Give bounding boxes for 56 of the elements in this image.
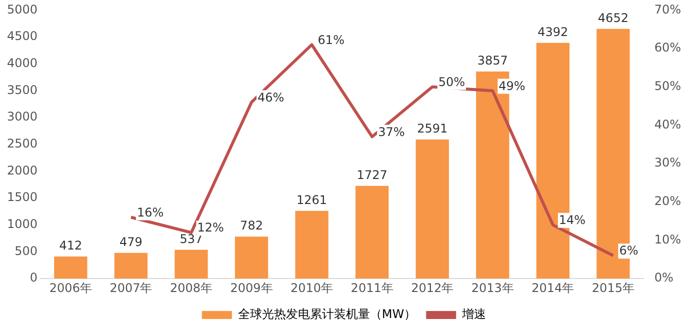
y-tick-label: 500 [14,244,38,258]
data-label: 49% [498,78,526,93]
y-tick-label: 5000 [6,2,38,16]
y-tick-label: 4000 [6,56,38,70]
data-label: 1727 [356,168,388,182]
data-label: 412 [59,238,82,253]
data-label: 2591 [417,122,448,136]
y-tick-label: 4500 [6,29,38,44]
data-label: 61% [318,32,344,47]
legend-label: 增速 [461,307,486,322]
y-tick-label: 3000 [6,110,38,124]
data-label: 782 [240,218,263,233]
x-tick-label: 2009年 [230,280,273,295]
y2-tick-label: 40% [654,117,681,132]
y-tick-label: 0 [30,270,38,285]
x-tick-label: 2014年 [532,280,574,295]
data-label: 14% [558,213,586,228]
y2-tick-label: 10% [654,232,681,246]
legend-label: 全球光热发电累计装机量（MW） [238,307,416,322]
data-label: 12% [197,220,224,235]
bar [114,252,148,279]
data-label: 3857 [477,54,508,68]
y2-tick-label: 20% [654,194,681,208]
data-label: 37% [378,124,405,139]
x-tick-label: 2013年 [471,280,514,295]
bar [174,250,208,279]
data-label: 6% [619,244,638,258]
data-label: 50% [438,75,466,90]
y2-tick-label: 50% [654,79,681,94]
y-tick-label: 1500 [6,190,38,204]
data-label: 4652 [598,11,628,26]
y-tick-label: 3500 [6,82,38,97]
data-label: 479 [120,235,142,250]
x-tick-label: 2015年 [592,280,634,295]
data-label: 4392 [538,24,568,39]
bar [295,210,328,279]
y-tick-label: 1000 [6,217,38,232]
data-label: 46% [258,90,284,104]
x-tick-label: 2006年 [49,280,92,295]
x-tick-label: 2008年 [170,280,213,295]
y-tick-label: 2000 [6,163,38,178]
x-tick-label: 2007年 [110,280,152,295]
y-tick-label: 2500 [6,136,38,151]
y2-tick-label: 60% [654,40,681,55]
bar [355,186,389,279]
bar [234,236,268,279]
y2-tick-label: 0% [654,270,674,285]
y2-tick-label: 30% [654,156,681,170]
bar [54,256,88,279]
data-label: 16% [136,205,164,220]
x-tick-label: 2012年 [411,280,454,295]
x-tick-label: 2010年 [290,280,334,295]
y2-tick-label: 70% [654,2,681,16]
x-tick-label: 2011年 [350,280,394,295]
bar [416,140,449,279]
data-label: 1261 [296,193,328,208]
